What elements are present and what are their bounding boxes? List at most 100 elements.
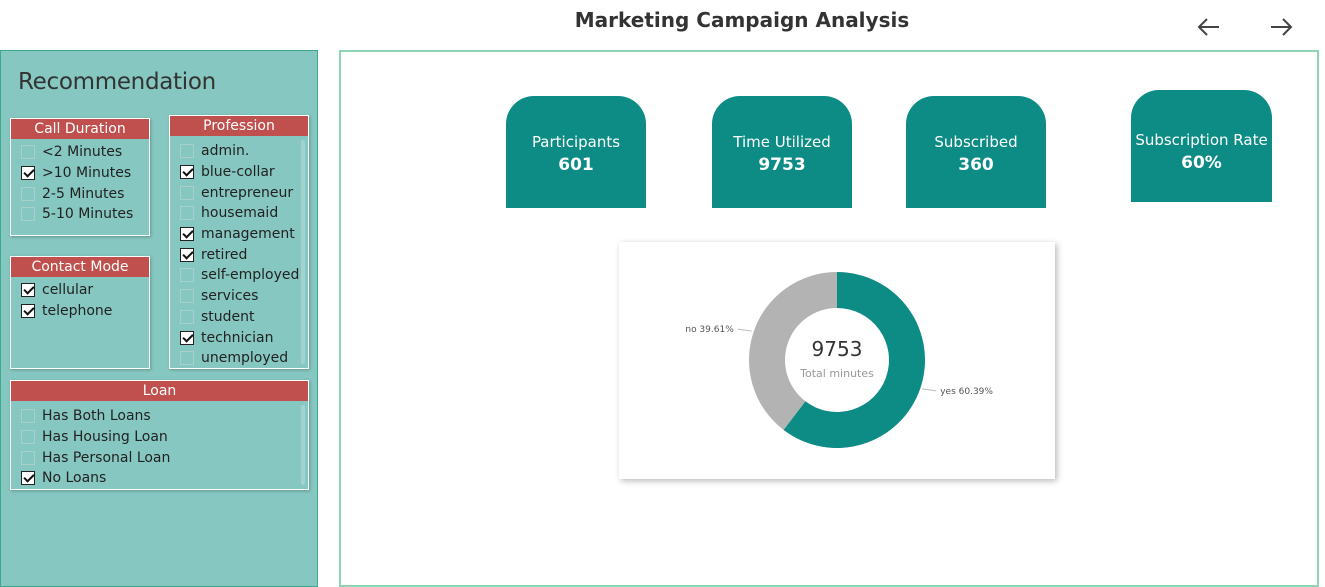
profession-checkbox[interactable] xyxy=(180,309,194,324)
loan-option-label: Has Housing Loan xyxy=(42,429,168,446)
kpi-time-utilized-label: Time Utilized xyxy=(733,133,831,151)
call-duration-slicer: Call Duration <2 Minutes >10 Minutes 2-5 M… xyxy=(10,118,150,236)
profession-option-label: management xyxy=(201,226,295,243)
profession-option-label: blue-collar xyxy=(201,164,275,181)
donut-chart: yes 60.39% no 39.61% 9753 Total minutes xyxy=(685,272,993,448)
profession-option[interactable]: services xyxy=(180,286,308,307)
call-duration-checkbox[interactable] xyxy=(21,166,35,181)
donut-chart-card: yes 60.39% no 39.61% 9753 Total minutes xyxy=(619,242,1055,479)
call-duration-option-label: <2 Minutes xyxy=(42,144,123,161)
loan-slicer: Loan Has Both Loans Has Housing Loan Has P… xyxy=(10,380,309,490)
profession-option[interactable]: blue-collar xyxy=(180,162,308,183)
profession-option[interactable]: student xyxy=(180,307,308,328)
loan-option[interactable]: Has Housing Loan xyxy=(21,427,308,448)
profession-option-label: housemaid xyxy=(201,205,279,222)
profession-checkbox[interactable] xyxy=(180,351,194,366)
profession-option[interactable]: entrepreneur xyxy=(180,182,308,203)
profession-scrollbar[interactable] xyxy=(301,140,305,364)
profession-checkbox[interactable] xyxy=(180,227,194,242)
profession-checkbox[interactable] xyxy=(180,330,194,345)
arrow-right-icon xyxy=(1271,18,1293,36)
profession-option[interactable]: management xyxy=(180,224,308,245)
kpi-subscription-rate-value: 60% xyxy=(1181,153,1222,173)
profession-option-label: retired xyxy=(201,246,248,263)
contact-mode-checkbox[interactable] xyxy=(21,304,35,319)
profession-option-label: technician xyxy=(201,329,274,346)
loan-option-label: Has Both Loans xyxy=(42,408,151,425)
profession-checkbox[interactable] xyxy=(180,247,194,262)
profession-option[interactable]: unemployed xyxy=(180,348,308,369)
profession-option-label: services xyxy=(201,288,259,305)
call-duration-checkbox[interactable] xyxy=(21,145,35,160)
kpi-subscribed: Subscribed 360 xyxy=(906,96,1046,208)
profession-header: Profession xyxy=(170,116,308,136)
loan-checkbox[interactable] xyxy=(21,450,35,465)
call-duration-header: Call Duration xyxy=(11,119,149,139)
loan-checkbox[interactable] xyxy=(21,430,35,445)
kpi-participants: Participants 601 xyxy=(506,96,646,208)
donut-center-label: Total minutes xyxy=(799,367,874,380)
profession-option-label: admin. xyxy=(201,143,250,160)
profession-option[interactable]: self-employed xyxy=(180,265,308,286)
call-duration-option[interactable]: <2 Minutes xyxy=(21,142,149,163)
loan-option-label: No Loans xyxy=(42,470,107,487)
donut-leader-line-no xyxy=(737,328,752,332)
profession-option-label: unemployed xyxy=(201,350,289,367)
kpi-subscription-rate-label: Subscription Rate xyxy=(1135,131,1268,149)
call-duration-option[interactable]: >10 Minutes xyxy=(21,163,149,184)
loan-option[interactable]: No Loans xyxy=(21,468,308,489)
donut-label-yes: yes 60.39% xyxy=(940,387,993,397)
loan-scrollbar[interactable] xyxy=(301,405,305,485)
contact-mode-option-label: telephone xyxy=(42,303,113,320)
call-duration-option-label: 2-5 Minutes xyxy=(42,185,125,202)
page-title: Marketing Campaign Analysis xyxy=(574,8,910,32)
kpi-time-utilized-value: 9753 xyxy=(758,155,806,175)
back-button[interactable] xyxy=(1196,14,1222,40)
profession-checkbox[interactable] xyxy=(180,206,194,221)
sidebar-title: Recommendation xyxy=(18,69,216,95)
donut-leader-line-yes xyxy=(922,388,937,392)
profession-option-label: student xyxy=(201,308,255,325)
kpi-participants-label: Participants xyxy=(531,133,621,151)
profession-checkbox[interactable] xyxy=(180,289,194,304)
profession-option-label: self-employed xyxy=(201,267,300,284)
donut-slice-no[interactable] xyxy=(749,272,837,430)
loan-checkbox[interactable] xyxy=(21,471,35,486)
kpi-subscribed-value: 360 xyxy=(958,155,994,175)
loan-option[interactable]: Has Personal Loan xyxy=(21,447,308,468)
contact-mode-slicer: Contact Mode cellular telephone xyxy=(10,256,150,369)
loan-header: Loan xyxy=(11,381,308,401)
kpi-time-utilized: Time Utilized 9753 xyxy=(712,96,852,208)
contact-mode-option[interactable]: telephone xyxy=(21,301,149,322)
contact-mode-header: Contact Mode xyxy=(11,257,149,277)
profession-checkbox[interactable] xyxy=(180,268,194,283)
profession-option-label: entrepreneur xyxy=(201,184,294,201)
forward-button[interactable] xyxy=(1268,14,1294,40)
profession-option[interactable]: retired xyxy=(180,244,308,265)
call-duration-checkbox[interactable] xyxy=(21,207,35,222)
kpi-subscription-rate: Subscription Rate 60% xyxy=(1131,90,1272,202)
call-duration-option[interactable]: 2-5 Minutes xyxy=(21,183,149,204)
profession-option[interactable]: housemaid xyxy=(180,203,308,224)
contact-mode-option-label: cellular xyxy=(42,282,94,299)
call-duration-option[interactable]: 5-10 Minutes xyxy=(21,204,149,225)
kpi-participants-value: 601 xyxy=(558,155,594,175)
profession-option[interactable]: admin. xyxy=(180,141,308,162)
call-duration-checkbox[interactable] xyxy=(21,186,35,201)
contact-mode-checkbox[interactable] xyxy=(21,283,35,298)
call-duration-option-label: 5-10 Minutes xyxy=(42,206,134,223)
kpi-subscribed-label: Subscribed xyxy=(934,133,1018,151)
donut-center-value: 9753 xyxy=(812,337,863,361)
profession-checkbox[interactable] xyxy=(180,144,194,159)
loan-option-label: Has Personal Loan xyxy=(42,449,171,466)
loan-checkbox[interactable] xyxy=(21,409,35,424)
loan-option[interactable]: Has Both Loans xyxy=(21,406,308,427)
call-duration-option-label: >10 Minutes xyxy=(42,165,132,182)
profession-checkbox[interactable] xyxy=(180,185,194,200)
donut-label-no: no 39.61% xyxy=(685,325,734,335)
profession-slicer: Profession admin. blue-collar entrepreneur… xyxy=(169,115,309,369)
contact-mode-option[interactable]: cellular xyxy=(21,280,149,301)
donut-slice-yes[interactable] xyxy=(783,272,925,448)
profession-checkbox[interactable] xyxy=(180,165,194,180)
profession-option[interactable]: technician xyxy=(180,327,308,348)
